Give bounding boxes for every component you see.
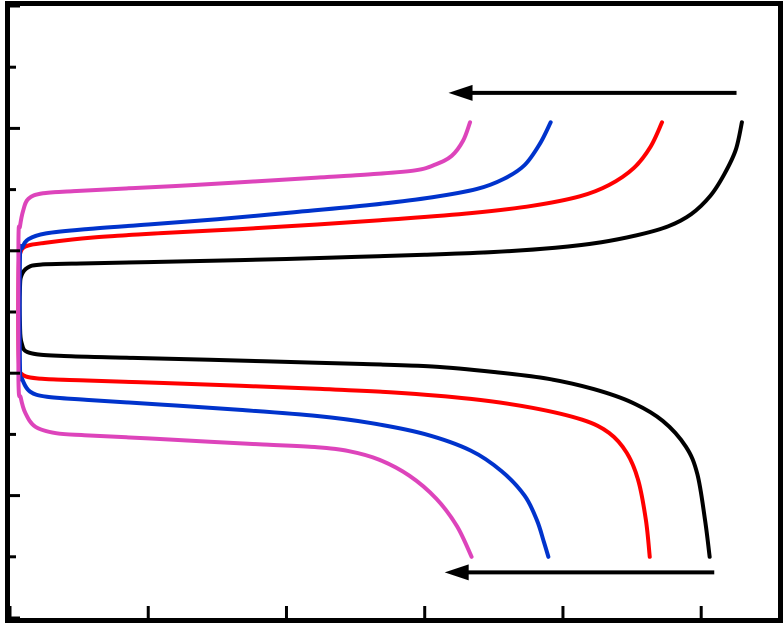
arrows [444, 84, 737, 581]
series-lines [16, 120, 744, 559]
arrow-head-1 [448, 84, 473, 101]
series-line-3 [17, 120, 553, 559]
plot-frame [5, 1, 783, 623]
axis-ticks [8, 4, 703, 620]
arrow-head-2 [444, 564, 469, 581]
series-line-4 [16, 120, 474, 559]
